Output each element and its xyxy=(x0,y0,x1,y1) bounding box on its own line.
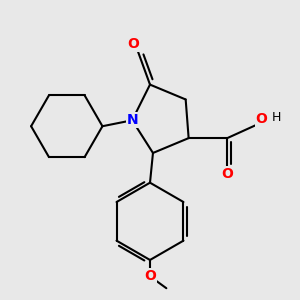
Text: H: H xyxy=(272,111,281,124)
Text: N: N xyxy=(126,113,138,127)
Text: O: O xyxy=(256,112,267,126)
Text: O: O xyxy=(221,167,233,181)
Text: O: O xyxy=(144,269,156,283)
Text: O: O xyxy=(128,38,140,52)
